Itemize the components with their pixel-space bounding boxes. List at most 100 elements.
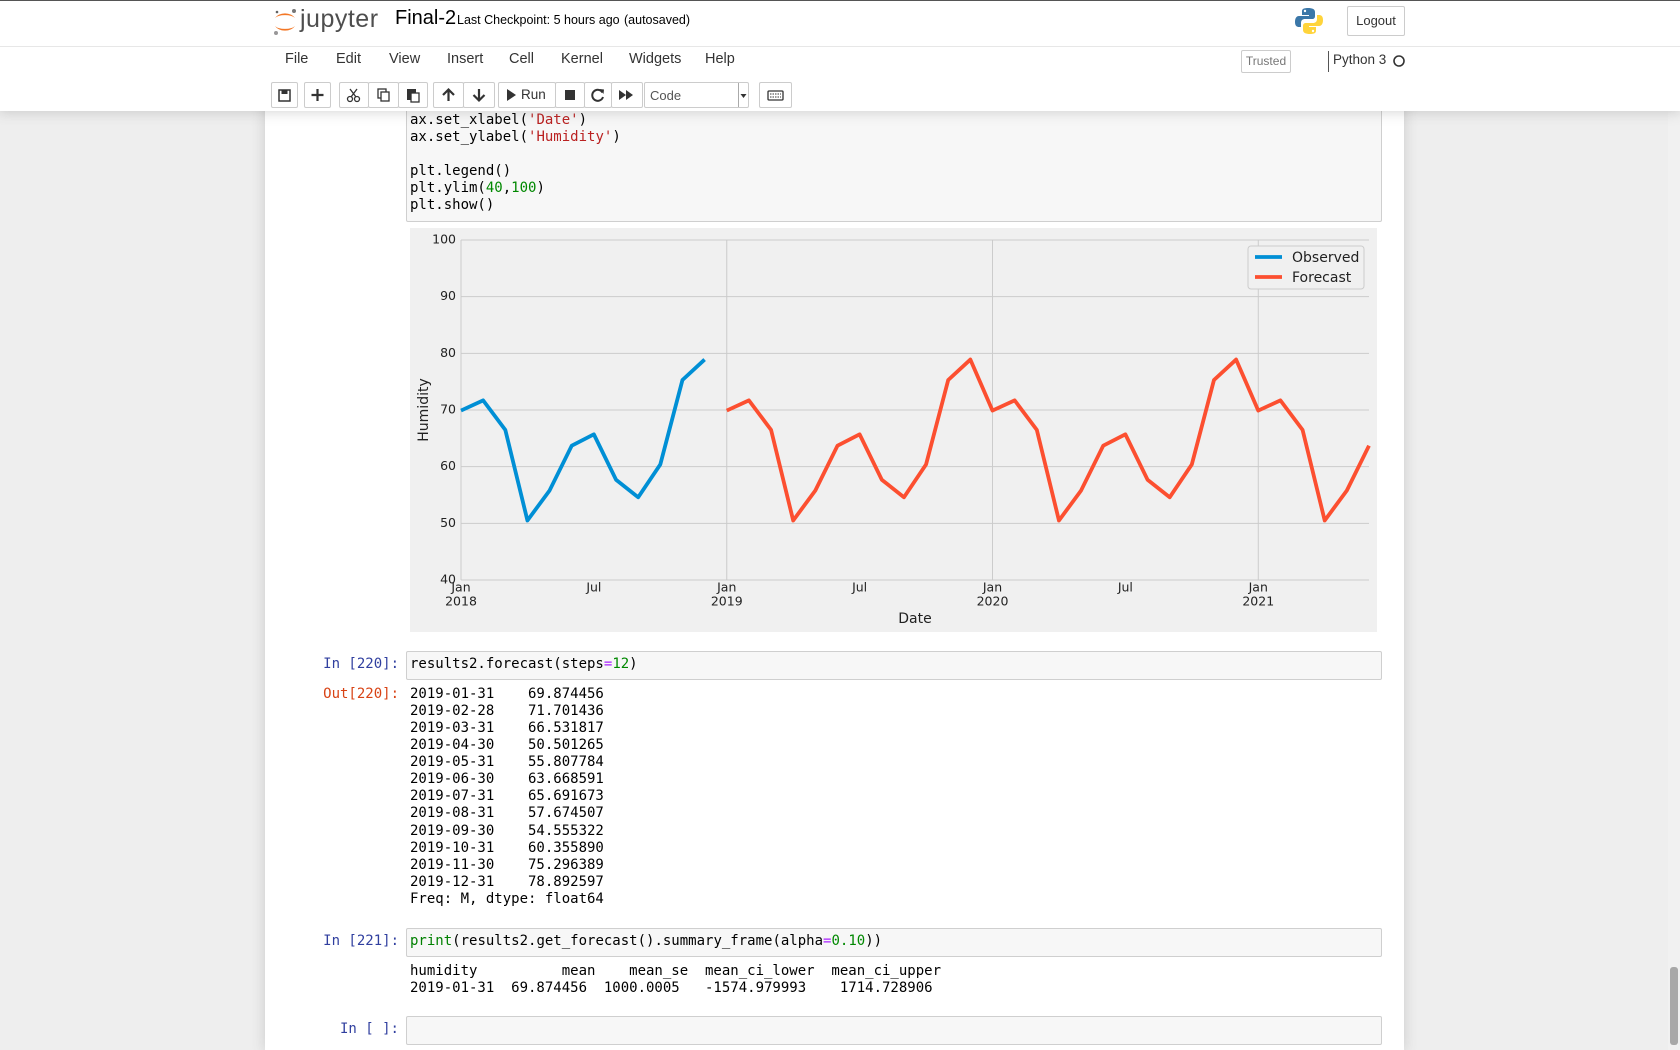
output-line: humidity mean mean_se mean_ci_lower mean…: [410, 963, 942, 979]
menu-item[interactable]: Widgets: [629, 51, 682, 67]
code-token: (results2.get_forecast().summary_frame(a…: [452, 933, 824, 949]
figure-background: [410, 228, 1377, 632]
x-tick-year: 2018: [445, 594, 477, 609]
restart-run-all-button[interactable]: [611, 82, 643, 108]
notebook-name[interactable]: Final-2: [395, 7, 457, 29]
code-token: results2.forecast(steps: [410, 656, 604, 672]
menu-item[interactable]: Edit: [336, 51, 361, 67]
y-tick-label: 90: [440, 288, 456, 303]
y-tick-label: 70: [440, 402, 456, 417]
output-line: 2019-04-30 50.501265: [410, 737, 604, 754]
output-line: 2019-01-31 69.874456 1000.0005 -1574.979…: [410, 980, 933, 997]
y-tick-label: 40: [440, 572, 456, 587]
autosave-status: (autosaved): [624, 13, 691, 27]
kernel-divider: [1328, 51, 1329, 72]
python-logo: [1295, 8, 1323, 34]
y-tick-label: 50: [440, 515, 456, 530]
code-token: 'Date': [528, 112, 579, 128]
run-button[interactable]: Run: [498, 82, 556, 108]
save-button[interactable]: [271, 82, 298, 108]
code-token: ax.set_xlabel(: [410, 112, 529, 128]
y-axis-label: Humidity: [416, 378, 432, 441]
copy-button[interactable]: [368, 82, 399, 108]
code-token: print: [410, 933, 453, 949]
kernel-status: [1393, 55, 1405, 67]
x-tick-label: Jan: [450, 580, 470, 595]
menu-item[interactable]: Kernel: [561, 51, 603, 67]
menu-item[interactable]: Help: [705, 51, 735, 67]
output-line: 2019-07-31 65.691673: [410, 788, 604, 805]
output-prompt: Out[220]:: [323, 686, 399, 702]
code-line: plt.ylim(40,100): [410, 180, 545, 197]
code-input[interactable]: [406, 651, 1382, 680]
menu-item[interactable]: View: [389, 51, 421, 67]
x-tick-label: Jan: [1248, 580, 1268, 595]
output-line: 2019-01-31 69.874456: [410, 686, 604, 702]
menu-item[interactable]: Insert: [447, 51, 484, 67]
code-token: 0.10: [831, 933, 866, 949]
code-input[interactable]: [406, 1016, 1382, 1045]
code-line: print(results2.get_forecast().summary_fr…: [410, 933, 882, 950]
interrupt-button[interactable]: [555, 82, 585, 108]
code-token: =: [823, 933, 832, 949]
code-token: ): [629, 656, 638, 672]
code-input[interactable]: [406, 928, 1382, 957]
x-tick-label: Jan: [716, 580, 736, 595]
x-tick-label: Jul: [1117, 580, 1133, 595]
cut-button[interactable]: [339, 82, 369, 108]
move-down-button[interactable]: [463, 82, 495, 108]
run-label: Run: [521, 87, 546, 102]
code-line: ax.set_xlabel('Date'): [410, 112, 587, 129]
cell-type-select[interactable]: Code: [644, 82, 749, 108]
select-arrow: [738, 83, 748, 107]
paste-button[interactable]: [398, 82, 428, 108]
menu-item[interactable]: Cell: [509, 51, 534, 67]
output-line: 2019-08-31 57.674507: [410, 805, 604, 822]
header-divider: [0, 46, 1680, 47]
x-tick-label: Jul: [585, 580, 601, 595]
output-line: 2019-10-31 60.355890: [410, 839, 604, 856]
move-up-button[interactable]: [433, 82, 464, 108]
output-line: 2019-09-30 54.555322: [410, 822, 604, 839]
code-token: =: [603, 656, 613, 672]
y-tick-label: 100: [432, 232, 456, 247]
input-prompt: In [221]:: [323, 933, 399, 949]
x-tick-year: 2021: [1242, 594, 1274, 609]
x-tick-label: Jul: [851, 580, 867, 595]
logout-button[interactable]: Logout: [1347, 6, 1405, 36]
jupyter-logo-text[interactable]: jupyter: [300, 5, 379, 33]
output-line: 2019-11-30 75.296389: [410, 856, 604, 873]
code-line: ax.set_ylabel('Humidity'): [410, 129, 621, 146]
code-token: plt.show(): [410, 197, 495, 214]
output-line: 2019-06-30 63.668591: [410, 771, 604, 788]
keyboard-shortcuts-button[interactable]: [759, 82, 792, 108]
restart-button[interactable]: [584, 82, 612, 108]
code-token: ): [578, 112, 588, 128]
code-token: )): [865, 933, 883, 949]
series-line: [460, 358, 706, 523]
x-axis-label: Date: [898, 611, 931, 627]
scrollbar-thumb[interactable]: [1670, 967, 1678, 1045]
x-tick-year: 2020: [977, 594, 1009, 609]
output-line: Freq: M, dtype: float64: [410, 890, 604, 907]
scrollbar-track: [1668, 0, 1680, 1050]
legend-label: Observed: [1292, 250, 1359, 266]
code-token: ax.set_ylabel(: [410, 129, 529, 146]
y-tick-label: 60: [440, 458, 456, 473]
code-token: plt.ylim(: [410, 180, 486, 197]
trusted-indicator[interactable]: Trusted: [1241, 50, 1291, 73]
code-token: ): [536, 180, 545, 197]
menu-item[interactable]: File: [285, 51, 309, 67]
code-token: 'Humidity': [528, 129, 613, 146]
code-token: ): [612, 129, 621, 146]
code-token: ,: [502, 180, 512, 197]
checkpoint-status: Last Checkpoint: 5 hours ago: [457, 13, 620, 27]
x-tick-year: 2019: [711, 594, 743, 609]
output-line: 2019-02-28 71.701436: [410, 703, 604, 720]
input-prompt: In [ ]:: [339, 1021, 399, 1037]
y-tick-label: 80: [440, 345, 456, 360]
code-token: 100: [511, 180, 537, 197]
insert-cell-button[interactable]: [304, 82, 331, 108]
